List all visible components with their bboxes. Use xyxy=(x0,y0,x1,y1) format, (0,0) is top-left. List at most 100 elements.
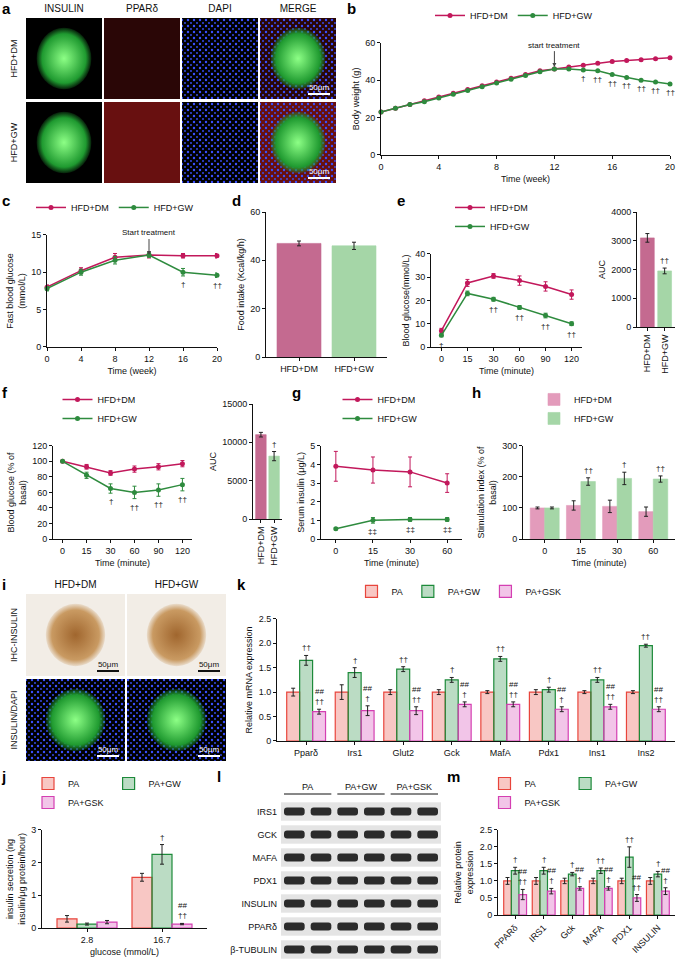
svg-text:3: 3 xyxy=(310,478,315,488)
svg-text:Time (week): Time (week) xyxy=(501,174,550,184)
svg-text:PA+GSK: PA+GSK xyxy=(525,587,561,597)
svg-text:Serum insulin (μg/L): Serum insulin (μg/L) xyxy=(296,452,306,533)
svg-text:90: 90 xyxy=(153,546,163,556)
svg-text:INSULIN/DAPI: INSULIN/DAPI xyxy=(9,690,19,749)
svg-text:30: 30 xyxy=(106,546,116,556)
svg-text:30: 30 xyxy=(405,546,415,556)
svg-text:40: 40 xyxy=(365,75,375,85)
svg-text:Time (minute): Time (minute) xyxy=(364,558,419,568)
svg-text:††: †† xyxy=(656,464,665,473)
svg-text:Food intake (Kcal/kg/h): Food intake (Kcal/kg/h) xyxy=(236,238,246,331)
svg-text:4: 4 xyxy=(310,460,315,470)
svg-text:120: 120 xyxy=(32,441,47,451)
svg-text:Pparδ: Pparδ xyxy=(294,748,318,758)
svg-text:HFD+GW: HFD+GW xyxy=(553,11,593,21)
svg-text:HFD+DM: HFD+DM xyxy=(9,40,19,78)
svg-text:††: †† xyxy=(567,330,576,339)
svg-text:Start treatment: Start treatment xyxy=(122,228,176,237)
svg-text:MAFA: MAFA xyxy=(581,923,605,947)
svg-text:Gck: Gck xyxy=(444,748,461,758)
svg-text:50μm: 50μm xyxy=(309,83,330,92)
svg-text:4: 4 xyxy=(78,354,83,364)
svg-text:0.5: 0.5 xyxy=(259,712,272,722)
svg-text:‡‡: ‡‡ xyxy=(443,525,452,534)
svg-text:‡‡: ‡‡ xyxy=(368,527,377,536)
svg-text:0: 0 xyxy=(266,736,271,746)
svg-text:0: 0 xyxy=(626,322,631,332)
svg-text:PA+GW: PA+GW xyxy=(605,779,638,789)
svg-text:HFD+GW: HFD+GW xyxy=(98,414,138,424)
svg-text:PA+GW: PA+GW xyxy=(345,782,378,792)
svg-text:PDX1: PDX1 xyxy=(610,923,634,947)
svg-text:60: 60 xyxy=(442,546,452,556)
svg-text:0: 0 xyxy=(310,534,315,544)
svg-text:15: 15 xyxy=(82,546,92,556)
svg-text:β-TUBULIN: β-TUBULIN xyxy=(230,945,277,955)
svg-text:†: † xyxy=(570,860,574,869)
svg-text:start treatment: start treatment xyxy=(528,41,580,50)
svg-text:60: 60 xyxy=(129,546,139,556)
svg-text:10: 10 xyxy=(31,267,41,277)
svg-text:4000: 4000 xyxy=(611,207,631,217)
svg-text:16.7: 16.7 xyxy=(153,935,171,945)
svg-text:HFD+GW: HFD+GW xyxy=(490,222,530,232)
svg-text:300: 300 xyxy=(502,441,517,451)
svg-text:12: 12 xyxy=(549,162,559,172)
svg-text:##†: ##† xyxy=(460,680,469,699)
svg-text:20: 20 xyxy=(665,162,675,172)
svg-text:MERGE: MERGE xyxy=(280,3,317,14)
svg-text:##†: ##† xyxy=(557,685,566,704)
svg-text:HFD+DM: HFD+DM xyxy=(256,527,266,565)
svg-text:0: 0 xyxy=(255,352,260,362)
svg-text:20: 20 xyxy=(250,304,260,314)
svg-text:10000: 10000 xyxy=(222,437,247,447)
svg-text:HFD+DM: HFD+DM xyxy=(642,335,652,373)
svg-text:PDX1: PDX1 xyxy=(253,876,277,886)
svg-text:†: † xyxy=(272,440,276,449)
svg-text:15: 15 xyxy=(368,546,378,556)
svg-text:5: 5 xyxy=(36,305,41,315)
svg-text:50μm: 50μm xyxy=(98,660,119,669)
svg-text:PA+GW: PA+GW xyxy=(149,779,182,789)
svg-text:Stimulation index (% ofbasal): Stimulation index (% ofbasal) xyxy=(476,446,498,539)
svg-text:IRS1: IRS1 xyxy=(527,923,548,944)
svg-text:MAFA: MAFA xyxy=(252,853,277,863)
svg-text:12: 12 xyxy=(144,354,154,364)
svg-text:15: 15 xyxy=(462,354,472,364)
svg-text:2.0: 2.0 xyxy=(480,842,493,852)
svg-text:Time (week): Time (week) xyxy=(107,366,156,376)
svg-text:1000: 1000 xyxy=(611,293,631,303)
svg-text:Ins1: Ins1 xyxy=(589,748,606,758)
svg-text:60: 60 xyxy=(37,488,47,498)
svg-text:##†: ##† xyxy=(661,866,670,885)
svg-text:##†: ##† xyxy=(604,865,613,884)
svg-text:##††: ##†† xyxy=(606,682,615,701)
svg-text:15: 15 xyxy=(576,546,586,556)
svg-text:††: †† xyxy=(130,503,139,512)
svg-text:GCK: GCK xyxy=(257,830,277,840)
svg-text:30: 30 xyxy=(415,272,425,282)
svg-text:2000: 2000 xyxy=(611,265,631,275)
svg-text:Fast blood glucose(mmol/L): Fast blood glucose(mmol/L) xyxy=(5,253,27,329)
svg-text:50μm: 50μm xyxy=(309,167,330,176)
svg-text:HFD+DM: HFD+DM xyxy=(574,395,612,405)
svg-text:HFD+DM: HFD+DM xyxy=(55,579,97,590)
svg-text:0: 0 xyxy=(31,923,36,933)
svg-text:†: † xyxy=(513,855,517,864)
svg-text:††: †† xyxy=(496,644,505,653)
svg-text:60: 60 xyxy=(648,546,658,556)
svg-text:8: 8 xyxy=(494,162,499,172)
svg-text:80: 80 xyxy=(37,472,47,482)
svg-text:##††: ##†† xyxy=(654,685,663,704)
svg-text:Body weight (g): Body weight (g) xyxy=(351,68,361,131)
svg-text:†: † xyxy=(547,675,551,684)
svg-text:2.0: 2.0 xyxy=(259,638,272,648)
svg-text:5: 5 xyxy=(310,441,315,451)
svg-text:40: 40 xyxy=(415,249,425,259)
svg-text:Time (minute): Time (minute) xyxy=(95,558,150,568)
svg-text:†: † xyxy=(542,855,546,864)
svg-text:200: 200 xyxy=(502,472,517,482)
svg-text:HFD+DM: HFD+DM xyxy=(71,203,109,213)
svg-text:††: †† xyxy=(489,305,498,314)
svg-text:HFD+GW: HFD+GW xyxy=(574,414,614,424)
